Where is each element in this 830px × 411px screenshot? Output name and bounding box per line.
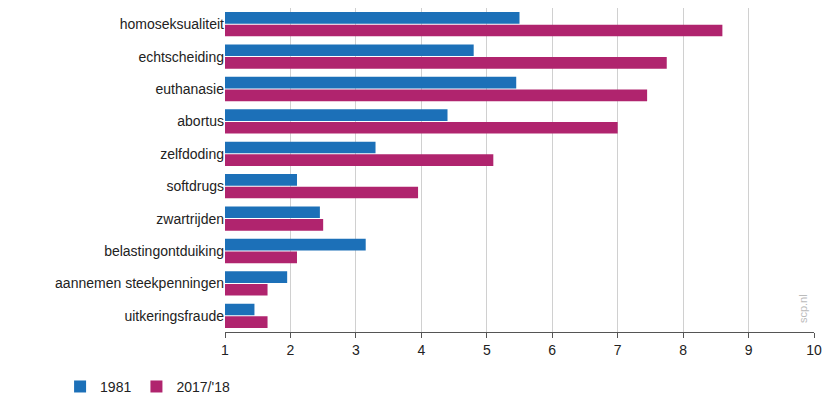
svg-text:belastingontduiking: belastingontduiking [104,243,224,259]
svg-text:9: 9 [745,342,753,358]
svg-text:8: 8 [679,342,687,358]
svg-text:5: 5 [483,342,491,358]
svg-text:7: 7 [614,342,622,358]
svg-text:zelfdoding: zelfdoding [160,146,224,162]
svg-text:scp.nl: scp.nl [797,294,809,323]
svg-text:3: 3 [352,342,360,358]
svg-text:abortus: abortus [177,113,224,129]
svg-text:4: 4 [417,342,425,358]
svg-text:aannemen steekpenningen: aannemen steekpenningen [55,275,224,291]
svg-text:2: 2 [287,342,295,358]
svg-text:1: 1 [221,342,229,358]
svg-text:zwartrijden: zwartrijden [156,211,224,227]
svg-text:10: 10 [806,342,822,358]
svg-text:1981: 1981 [100,379,131,395]
svg-text:uitkeringsfraude: uitkeringsfraude [124,308,224,324]
svg-text:6: 6 [548,342,556,358]
svg-text:softdrugs: softdrugs [166,178,224,194]
svg-text:echtscheiding: echtscheiding [138,49,224,65]
svg-text:euthanasie: euthanasie [155,81,224,97]
svg-text:homoseksualiteit: homoseksualiteit [120,16,224,32]
svg-text:2017/'18: 2017/'18 [176,379,229,395]
